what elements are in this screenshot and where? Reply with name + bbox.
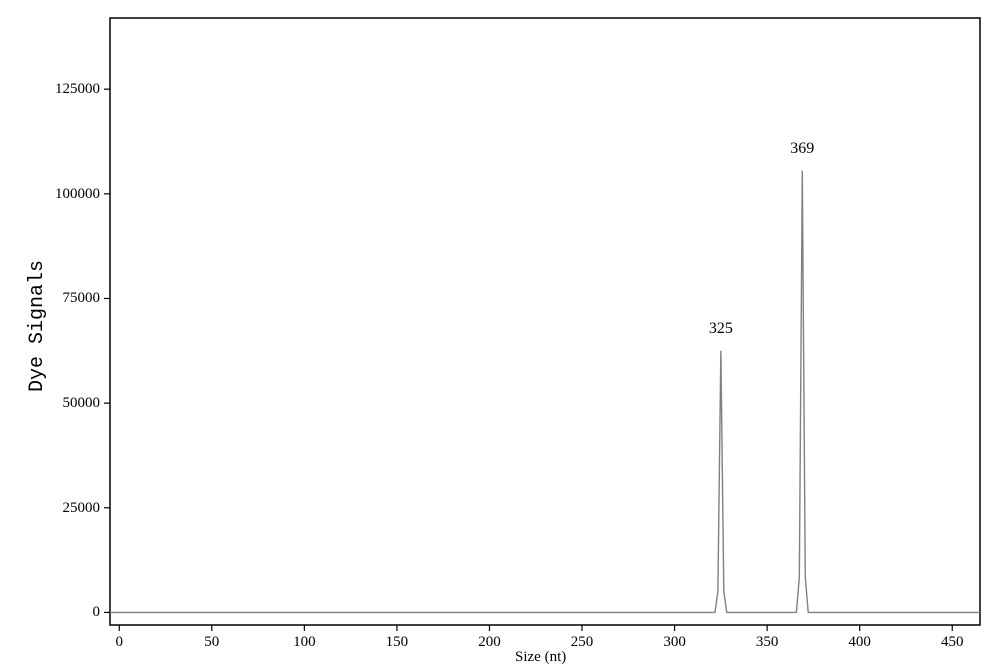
x-tick-label: 450 xyxy=(934,634,970,651)
chart-svg xyxy=(0,0,1000,671)
y-tick-label: 75000 xyxy=(63,290,101,307)
y-tick-label: 125000 xyxy=(55,81,100,98)
y-tick-label: 50000 xyxy=(63,395,101,412)
x-tick-label: 250 xyxy=(564,634,600,651)
x-tick-label: 400 xyxy=(842,634,878,651)
x-tick-label: 0 xyxy=(101,634,137,651)
peak-label: 325 xyxy=(701,320,741,338)
chart-root: Dye Signals Size (nt) 0 50 100 150 200 250 300… xyxy=(0,0,1000,671)
x-tick-label: 300 xyxy=(657,634,693,651)
y-tick-label: 25000 xyxy=(63,500,101,517)
x-tick-label: 100 xyxy=(286,634,322,651)
y-tick-label: 0 xyxy=(93,604,101,621)
x-tick-label: 350 xyxy=(749,634,785,651)
x-tick-label: 150 xyxy=(379,634,415,651)
y-axis-label: Dye Signals xyxy=(26,259,49,391)
x-tick-label: 50 xyxy=(194,634,230,651)
x-axis-label: Size (nt) xyxy=(515,649,566,666)
y-tick-label: 100000 xyxy=(55,186,100,203)
x-tick-label: 200 xyxy=(471,634,507,651)
peak-label: 369 xyxy=(782,140,822,158)
